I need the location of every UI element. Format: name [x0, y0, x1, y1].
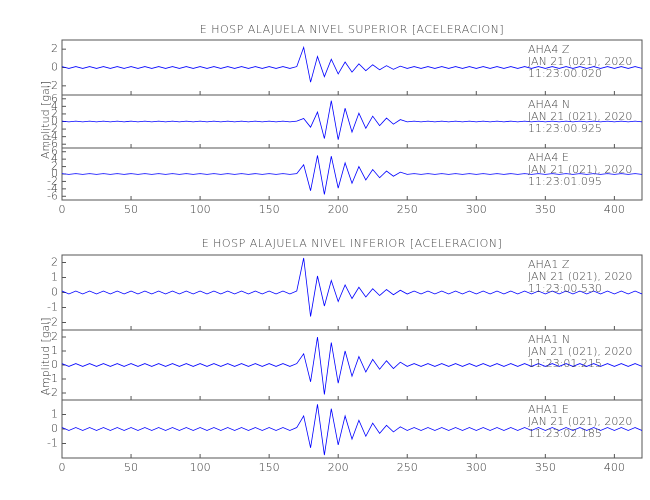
chart-title: E HOSP ALAJUELA NIVEL SUPERIOR [ACELERAC…: [200, 23, 504, 36]
y-tick-label: 0: [51, 286, 58, 299]
x-tick-label: 250: [397, 461, 418, 474]
x-tick-label: 0: [59, 461, 66, 474]
y-tick-label: 2: [51, 330, 58, 343]
y-axis-label: Amplitud [gal]: [39, 81, 52, 159]
y-tick-label: 6: [51, 92, 58, 105]
y-tick-label: -2: [47, 174, 58, 187]
waveform: [61, 257, 643, 317]
x-tick-label: 200: [328, 203, 349, 216]
x-tick-label: 300: [466, 461, 487, 474]
x-tick-label: 200: [328, 461, 349, 474]
y-tick-label: 1: [51, 344, 58, 357]
y-tick-label: 1: [51, 408, 58, 421]
x-tick-label: 100: [190, 203, 211, 216]
y-tick-label: 0: [51, 115, 58, 128]
y-tick-label: -2: [47, 316, 58, 329]
time-label: 11:23:01.095: [528, 175, 602, 188]
x-tick-label: 400: [604, 203, 625, 216]
y-tick-label: 0: [51, 167, 58, 180]
y-tick-label: 4: [51, 99, 58, 112]
y-tick-label: -2: [47, 122, 58, 135]
waveform: [61, 100, 643, 140]
y-tick-label: 1: [51, 271, 58, 284]
station-label: AHA1 E: [528, 403, 569, 416]
x-tick-label: 0: [59, 203, 66, 216]
date-label: JAN 21 (021), 2020: [528, 163, 632, 176]
y-axis-label: Amplitud [gal]: [39, 317, 52, 395]
waveform: [61, 336, 643, 395]
x-tick-label: 50: [124, 203, 138, 216]
y-tick-label: 2: [51, 42, 58, 55]
y-tick-label: -4: [47, 182, 58, 195]
date-label: JAN 21 (021), 2020: [528, 345, 632, 358]
y-tick-label: 2: [51, 160, 58, 173]
chart-title: E HOSP ALAJUELA NIVEL INFERIOR [ACELERAC…: [202, 237, 503, 250]
date-label: JAN 21 (021), 2020: [528, 55, 632, 68]
time-label: 11:23:00.020: [528, 67, 602, 80]
station-label: AHA4 N: [528, 98, 570, 111]
y-tick-label: 0: [51, 61, 58, 74]
date-label: JAN 21 (021), 2020: [528, 270, 632, 283]
station-label: AHA4 Z: [528, 43, 570, 56]
y-tick-label: -1: [47, 372, 58, 385]
time-label: 11:23:01.215: [528, 357, 602, 370]
y-tick-label: 2: [51, 256, 58, 269]
x-tick-label: 300: [466, 203, 487, 216]
y-tick-label: 2: [51, 107, 58, 120]
y-tick-label: -2: [47, 79, 58, 92]
y-tick-label: 0: [51, 422, 58, 435]
x-tick-label: 350: [535, 461, 556, 474]
y-tick-label: -2: [47, 386, 58, 399]
waveform: [61, 404, 643, 456]
y-tick-label: -6: [47, 189, 58, 202]
time-label: 11:23:00.925: [528, 122, 602, 135]
y-tick-label: -6: [47, 137, 58, 150]
y-tick-label: 4: [51, 152, 58, 165]
x-tick-label: 150: [259, 461, 280, 474]
x-tick-label: 50: [124, 461, 138, 474]
station-label: AHA4 E: [528, 151, 569, 164]
time-label: 11:23:00.530: [528, 282, 602, 295]
waveform: [61, 155, 643, 195]
waveform: [61, 45, 643, 83]
date-label: JAN 21 (021), 2020: [528, 110, 632, 123]
y-tick-label: 6: [51, 145, 58, 158]
y-tick-label: -1: [47, 301, 58, 314]
station-label: AHA1 Z: [528, 258, 570, 271]
y-tick-label: -4: [47, 130, 58, 143]
y-tick-label: 0: [51, 358, 58, 371]
date-label: JAN 21 (021), 2020: [528, 415, 632, 428]
x-tick-label: 350: [535, 203, 556, 216]
station-label: AHA1 N: [528, 333, 570, 346]
time-label: 11:23:02.185: [528, 427, 602, 440]
x-tick-label: 400: [604, 461, 625, 474]
x-tick-label: 250: [397, 203, 418, 216]
x-tick-label: 100: [190, 461, 211, 474]
x-tick-label: 150: [259, 203, 280, 216]
y-tick-label: -1: [47, 437, 58, 450]
